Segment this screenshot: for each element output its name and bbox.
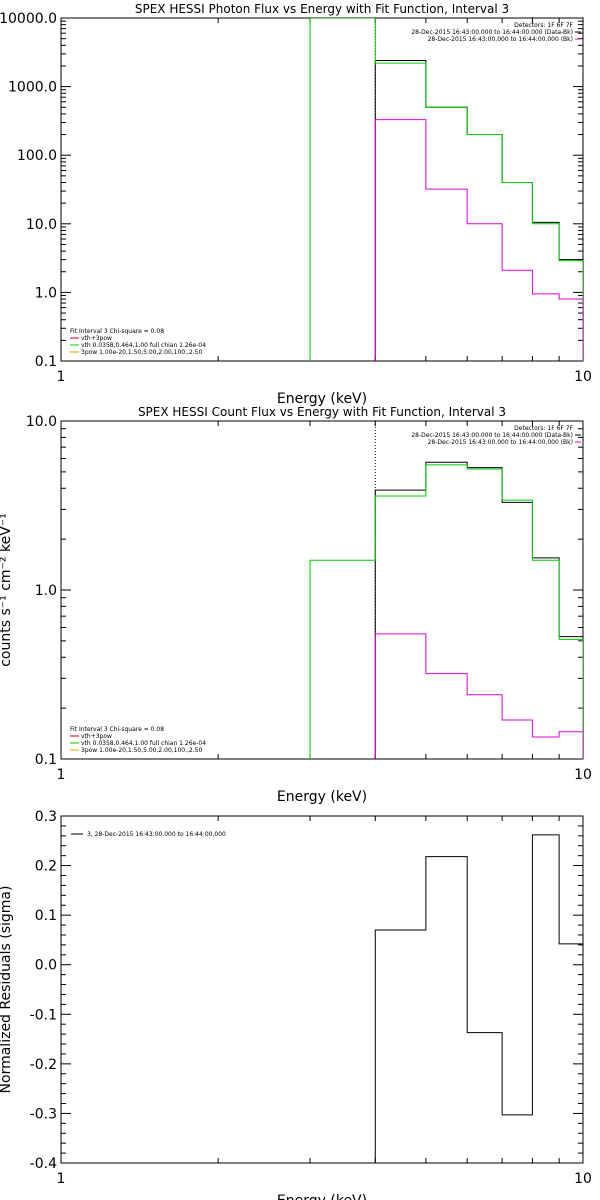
legend-bottom-entry: vth 0.0358,0.464,1.00 full chian 1.26e-0… <box>81 342 206 349</box>
data-area <box>309 18 583 361</box>
legend-bottom-entry: vth+3pow <box>81 733 112 740</box>
x-tick-label: 10 <box>574 1171 592 1187</box>
legend-top-entry: Detectors: 1F 6F 7F <box>514 425 573 432</box>
x-axis-label: Energy (keV) <box>277 789 367 805</box>
y-tick-label: -0.1 <box>30 1007 57 1023</box>
chart-title: SPEX HESSI Count Flux vs Energy with Fit… <box>138 405 506 419</box>
legend-entry: 3, 28-Dec-2015 16:43:00.000 to 16:44:00.… <box>87 831 226 838</box>
y-tick-label: 1.0 <box>35 583 57 599</box>
legend-bottom-entry: vth+3pow <box>81 335 112 342</box>
series-2-line <box>309 464 583 759</box>
x-tick-label: 10 <box>574 767 592 783</box>
panel-2: SPEX HESSI Count Flux vs Energy with Fit… <box>0 405 592 805</box>
legend-top-entry: 28-Dec-2015 16:43:00.000 to 16:44:00.000… <box>411 432 573 439</box>
y-tick-label: 0.0 <box>35 958 57 974</box>
legend-bottom-entry: Fit Interval 3 Chi-square = 0.08 <box>70 328 164 335</box>
series-1-line <box>374 60 583 361</box>
x-tick-label: 10 <box>574 369 592 385</box>
legend-bottom-entry: vth 0.0358,0.464,1.00 full chian 1.26e-0… <box>81 740 206 747</box>
y-tick-label: -0.3 <box>30 1106 57 1122</box>
plot-frame <box>60 420 584 760</box>
y-tick-label: -0.4 <box>30 1156 57 1172</box>
x-tick-label: 1 <box>57 1171 66 1187</box>
y-axis-label: counts s⁻¹ cm⁻² keV⁻¹ <box>0 513 14 667</box>
x-axis-label: Energy (keV) <box>277 1193 367 1200</box>
legend-top-entry: 28-Dec-2015 16:43:00.000 to 16:44:00.000… <box>411 29 573 36</box>
y-tick-label: 1.0 <box>35 285 57 301</box>
y-tick-label: 10.0 <box>26 414 57 430</box>
y-tick-label: 100.0 <box>17 148 57 164</box>
legend-bottom-entry: Fit Interval 3 Chi-square = 0.08 <box>70 726 164 733</box>
plot-frame <box>60 815 584 1164</box>
series-1-line <box>374 834 583 1163</box>
y-tick-label: 0.2 <box>35 859 57 875</box>
legend-top-entry: 28-Dec-2015 16:43:00.000 to 16:44:00.000… <box>428 439 573 446</box>
y-tick-label: 0.1 <box>35 354 57 370</box>
y-tick-label: 0.1 <box>35 752 57 768</box>
x-tick-label: 1 <box>57 369 66 385</box>
x-axis-label: Energy (keV) <box>277 391 367 407</box>
data-area <box>309 421 583 759</box>
legend-bottom-entry: 3pow 1.00e-20,1.50,5.00,2.00,100.,2.50 <box>81 349 202 356</box>
panel-3: 1 10 Energy (keV) -0.4 -0.3 -0.2 -0.1 0.0 0.1 0.2… <box>0 809 592 1200</box>
panel-1: SPEX HESSI Photon Flux vs Energy with Fi… <box>0 2 592 407</box>
x-tick-label: 1 <box>57 767 66 783</box>
y-tick-label: 10000.0 <box>0 11 57 27</box>
y-tick-label: 10.0 <box>26 217 57 233</box>
legend-bottom-entry: 3pow 1.00e-20,1.50,5.00,2.00,100.,2.50 <box>81 747 202 754</box>
series-3-line <box>374 119 583 361</box>
y-tick-label: 0.3 <box>35 809 57 825</box>
plot-frame <box>60 17 584 362</box>
legend-top-entry: 28-Dec-2015 16:43:00.000 to 16:44:00.000… <box>428 36 573 43</box>
y-tick-label: -0.2 <box>30 1057 57 1073</box>
chart-title: SPEX HESSI Photon Flux vs Energy with Fi… <box>135 2 509 16</box>
series-1-line <box>374 461 583 759</box>
legend-top-entry: Detectors: 1F 6F 7F <box>514 22 573 29</box>
data-area <box>374 834 583 1163</box>
y-tick-label: 0.1 <box>35 908 57 924</box>
y-axis-label: Normalized Residuals (sigma) <box>0 886 14 1094</box>
series-3-line <box>374 633 583 759</box>
y-tick-label: 1000.0 <box>8 80 57 96</box>
series-2-line <box>309 18 583 361</box>
